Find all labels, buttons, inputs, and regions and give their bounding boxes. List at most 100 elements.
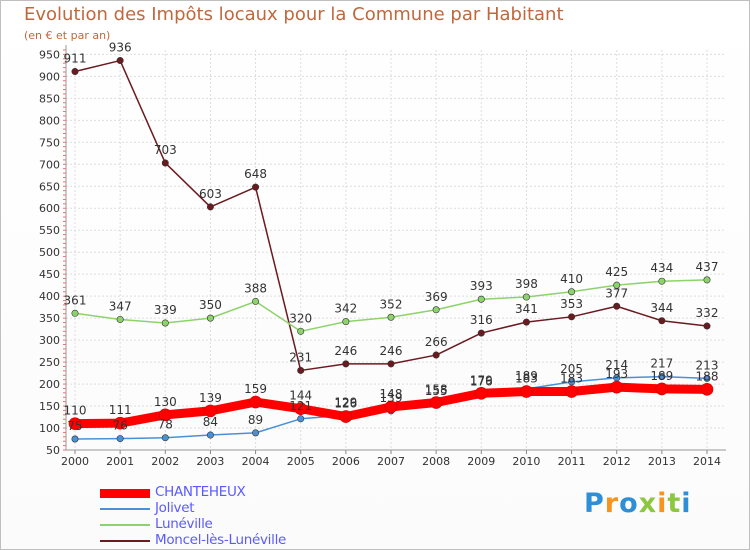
data-point-lun-ville <box>522 293 530 301</box>
data-label-chanteheux: 110 <box>64 404 87 418</box>
x-tick-label: 2014 <box>693 455 721 468</box>
y-tick-label: 950 <box>39 48 60 61</box>
data-label-lun-ville: 352 <box>380 297 403 311</box>
data-point-chanteheux <box>520 385 533 398</box>
x-tick-label: 2007 <box>377 455 405 468</box>
data-point-moncel-l-s-lun-ville <box>658 317 666 325</box>
data-label-moncel-l-s-lun-ville: 332 <box>696 306 719 320</box>
data-point-jolivet <box>116 435 124 443</box>
data-label-lun-ville: 342 <box>334 302 357 316</box>
data-label-jolivet: 76 <box>113 419 128 433</box>
y-tick-label: 200 <box>39 378 60 391</box>
y-tick-label: 700 <box>39 158 60 171</box>
data-label-chanteheux: 159 <box>244 382 267 396</box>
data-label-chanteheux: 126 <box>334 397 357 411</box>
data-point-chanteheux <box>565 385 578 398</box>
x-tick-label: 2006 <box>332 455 360 468</box>
data-label-chanteheux: 111 <box>109 403 132 417</box>
data-point-lun-ville <box>658 277 666 285</box>
data-label-lun-ville: 339 <box>154 303 177 317</box>
logo-letter: i <box>681 488 692 519</box>
legend-label-chanteheux: CHANTEHEUX <box>155 484 246 500</box>
x-tick-label: 2010 <box>512 455 540 468</box>
logo-letter: x <box>638 488 658 519</box>
x-tick-label: 2013 <box>648 455 676 468</box>
logo-letter: i <box>657 488 668 519</box>
data-label-moncel-l-s-lun-ville: 911 <box>64 52 87 66</box>
data-point-chanteheux <box>474 386 488 400</box>
y-tick-label: 300 <box>39 334 60 347</box>
legend-swatch-luneville <box>100 524 150 526</box>
data-point-chanteheux <box>249 395 262 409</box>
data-label-jolivet: 155 <box>425 384 448 398</box>
x-tick-label: 2001 <box>106 455 134 468</box>
x-tick-label: 2000 <box>61 455 89 468</box>
x-tick-label: 2005 <box>287 455 315 468</box>
data-point-chanteheux <box>429 396 443 409</box>
data-point-chanteheux <box>384 400 398 414</box>
chart-subtitle: (en € et par an) <box>24 29 111 42</box>
data-point-jolivet <box>568 378 576 386</box>
data-point-chanteheux <box>113 416 127 430</box>
logo-letter: P <box>584 488 605 519</box>
data-label-lun-ville: 361 <box>64 293 87 307</box>
data-point-lun-ville <box>568 288 576 296</box>
data-label-lun-ville: 434 <box>650 261 673 275</box>
data-label-moncel-l-s-lun-ville: 246 <box>334 344 357 358</box>
data-label-moncel-l-s-lun-ville: 703 <box>154 143 177 157</box>
data-label-jolivet: 78 <box>158 418 173 432</box>
data-point-moncel-l-s-lun-ville <box>387 360 395 368</box>
proxiti-logo: Proxiti <box>584 488 692 519</box>
data-point-lun-ville <box>71 309 79 317</box>
data-label-lun-ville: 437 <box>696 260 719 274</box>
data-label-chanteheux: 188 <box>696 369 719 383</box>
x-tick-label: 2003 <box>196 455 224 468</box>
data-label-jolivet: 139 <box>380 391 403 405</box>
data-label-chanteheux: 183 <box>515 372 538 386</box>
data-point-lun-ville <box>432 306 440 314</box>
logo-letter: t <box>667 488 682 519</box>
data-point-moncel-l-s-lun-ville <box>477 329 485 337</box>
logo-letter: o <box>619 488 639 519</box>
data-label-lun-ville: 320 <box>289 311 312 325</box>
data-label-chanteheux: 179 <box>470 373 493 387</box>
x-tick-label: 2012 <box>603 455 631 468</box>
data-label-moncel-l-s-lun-ville: 603 <box>199 187 222 201</box>
data-point-chanteheux <box>655 382 669 396</box>
x-tick-label: 2004 <box>242 455 270 468</box>
data-point-chanteheux <box>610 380 624 394</box>
data-point-moncel-l-s-lun-ville <box>703 322 711 330</box>
data-point-chanteheux <box>700 383 714 396</box>
data-label-chanteheux: 183 <box>560 372 583 386</box>
data-label-moncel-l-s-lun-ville: 316 <box>470 313 493 327</box>
data-label-lun-ville: 388 <box>244 281 267 295</box>
legend-label-moncel: Moncel-lès-Lunéville <box>155 532 287 548</box>
y-tick-label: 800 <box>39 114 60 127</box>
data-label-jolivet: 84 <box>203 415 218 429</box>
data-point-lun-ville <box>342 318 350 326</box>
data-point-lun-ville <box>297 327 305 335</box>
data-point-jolivet <box>658 373 666 381</box>
legend-label-luneville: Lunéville <box>155 516 213 532</box>
data-label-lun-ville: 347 <box>109 299 132 313</box>
data-label-jolivet: 189 <box>515 369 538 383</box>
data-point-moncel-l-s-lun-ville <box>116 57 124 65</box>
data-point-moncel-l-s-lun-ville <box>252 183 260 191</box>
legend-swatch-jolivet <box>100 508 150 510</box>
data-label-jolivet: 217 <box>650 357 673 371</box>
data-label-moncel-l-s-lun-ville: 266 <box>425 335 448 349</box>
data-label-chanteheux: 189 <box>650 369 673 383</box>
data-point-moncel-l-s-lun-ville <box>71 68 79 76</box>
chart-title: Evolution des Impôts locaux pour la Comm… <box>24 4 564 25</box>
y-tick-label: 100 <box>39 422 60 435</box>
data-label-lun-ville: 350 <box>199 298 222 312</box>
data-label-moncel-l-s-lun-ville: 341 <box>515 302 538 316</box>
data-label-moncel-l-s-lun-ville: 246 <box>380 344 403 358</box>
y-tick-label: 50 <box>46 444 60 457</box>
data-point-jolivet <box>206 431 214 439</box>
logo-letter: r <box>604 488 620 519</box>
data-label-lun-ville: 398 <box>515 277 538 291</box>
data-point-lun-ville <box>116 315 124 323</box>
data-label-chanteheux: 144 <box>289 389 312 403</box>
